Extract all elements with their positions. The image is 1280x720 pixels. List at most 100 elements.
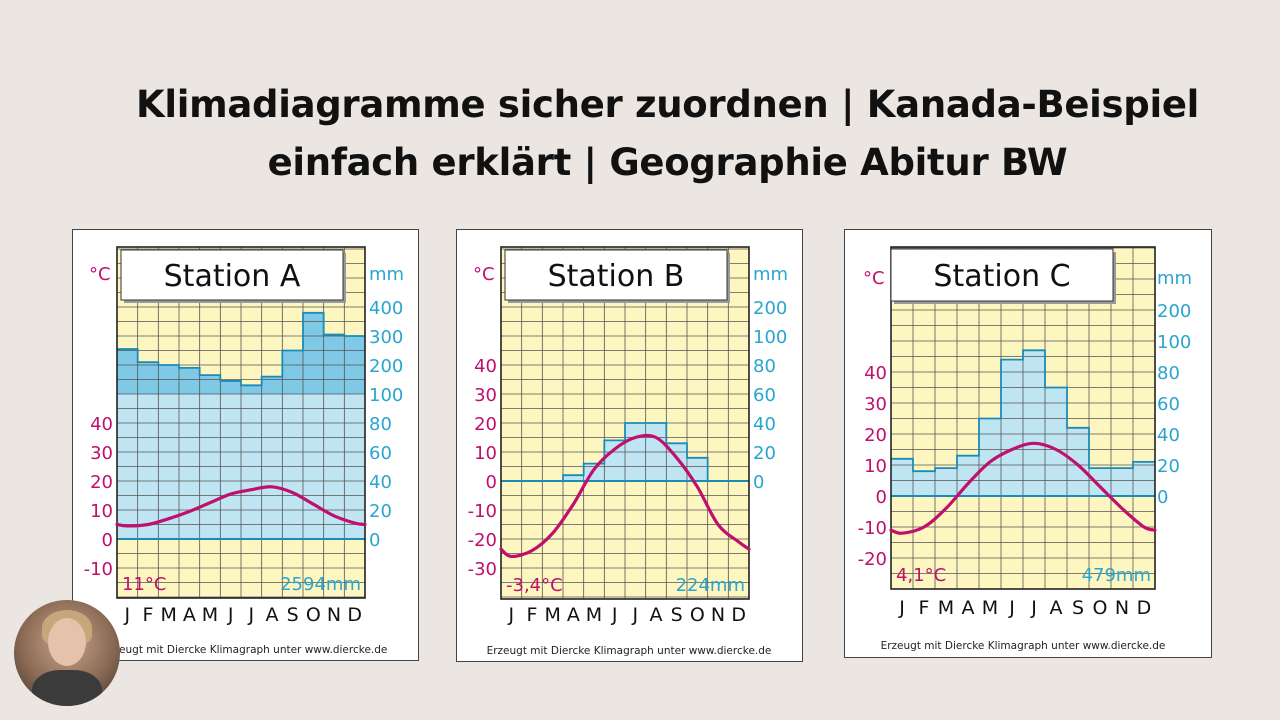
- month-label: N: [1115, 597, 1129, 619]
- plot-frame: [116, 246, 366, 599]
- plot-frame: [890, 246, 1156, 590]
- precip-tick-label: 0: [369, 530, 380, 551]
- month-label: J: [611, 604, 618, 626]
- precip-tick-label: 40: [1157, 425, 1180, 446]
- temp-tick-label: 10: [864, 456, 887, 477]
- month-label: N: [711, 604, 725, 626]
- month-label: F: [143, 604, 154, 626]
- precip-unit-label: mm: [369, 264, 404, 285]
- temperature-curve: [499, 433, 751, 559]
- month-label: D: [1137, 597, 1152, 619]
- month-label: A: [962, 597, 975, 619]
- climate-chart-b-svg: Station B°C mm403020100-10-20-30200100806…: [468, 246, 788, 657]
- month-label: N: [327, 604, 341, 626]
- temp-tick-label: 30: [864, 394, 887, 415]
- precip-tick-label: 200: [369, 356, 403, 377]
- plot-frame: [500, 246, 750, 600]
- temperature-curve: [889, 441, 1157, 535]
- month-label: J: [1030, 597, 1037, 619]
- station-label-box: [890, 248, 1114, 302]
- avatar-body: [32, 670, 102, 706]
- mean-temperature: 11°C: [122, 574, 166, 595]
- temp-tick-label: 40: [864, 363, 887, 384]
- climate-diagram-c: Station C °C mm 40 30 20 10 0 -10 -20 200 100 80 60 40…: [844, 229, 1212, 658]
- month-label: S: [1072, 597, 1084, 619]
- month-label: S: [287, 604, 299, 626]
- temp-tick-label: 40: [474, 356, 497, 377]
- climate-diagram-a: Station A °C mm 40 30 20 10 0 -10 400 300 200 100 80 6…: [72, 229, 419, 661]
- temp-tick-label: 30: [474, 385, 497, 406]
- month-label: A: [567, 604, 580, 626]
- total-precipitation: 2594mm: [280, 574, 361, 595]
- precip-tick-label: 20: [369, 501, 392, 522]
- month-label: J: [227, 604, 234, 626]
- presenter-webcam-avatar: [14, 600, 120, 706]
- temp-tick-label: 40: [90, 414, 113, 435]
- temp-unit-label: °C: [863, 268, 885, 289]
- month-label: O: [306, 604, 321, 626]
- precip-tick-label: 60: [369, 443, 392, 464]
- precip-tick-label: 60: [753, 385, 776, 406]
- station-label: Station C: [933, 259, 1070, 294]
- month-label: J: [632, 604, 639, 626]
- precipitation-outline: [117, 311, 365, 387]
- precip-unit-label: mm: [1157, 268, 1192, 289]
- month-label: M: [160, 604, 176, 626]
- temp-tick-label: -20: [468, 530, 497, 551]
- precip-tick-label: 40: [369, 472, 392, 493]
- temp-tick-label: -20: [858, 549, 887, 570]
- temp-unit-label: °C: [473, 264, 495, 285]
- total-precipitation: 479mm: [1082, 565, 1151, 586]
- temp-tick-label: 10: [474, 443, 497, 464]
- total-precipitation: 224mm: [676, 575, 745, 596]
- precip-tick-label: 20: [1157, 456, 1180, 477]
- diercke-credit: Erzeugt mit Diercke Klimagraph unter www…: [103, 644, 388, 656]
- month-label: A: [266, 604, 279, 626]
- diercke-credit: Erzeugt mit Diercke Klimagraph unter www…: [487, 645, 772, 657]
- month-label: F: [919, 597, 930, 619]
- station-label-box: [504, 249, 728, 301]
- climate-chart-c-svg: Station C°C mm403020100-10-20200100806040…: [858, 246, 1192, 652]
- month-label: M: [202, 604, 218, 626]
- station-label-box: [120, 249, 344, 301]
- month-label: J: [508, 604, 515, 626]
- temp-tick-label: 20: [90, 472, 113, 493]
- temp-unit-label: °C: [89, 264, 111, 285]
- precip-tick-label: 400: [369, 298, 403, 319]
- month-label: J: [248, 604, 255, 626]
- month-label: F: [527, 604, 538, 626]
- month-label: D: [731, 604, 746, 626]
- month-label: S: [671, 604, 683, 626]
- station-label: Station B: [548, 259, 685, 294]
- avatar-face: [48, 618, 86, 666]
- precip-tick-label: 100: [1157, 332, 1191, 353]
- title-line-1: Klimadiagramme sicher zuordnen | Kanada-…: [135, 83, 1200, 126]
- precip-tick-label: 200: [753, 298, 787, 319]
- month-label: O: [1093, 597, 1108, 619]
- mean-temperature: 4,1°C: [896, 565, 946, 586]
- temp-tick-label: 0: [486, 472, 497, 493]
- station-label: Station A: [164, 259, 301, 294]
- precip-tick-label: 200: [1157, 301, 1191, 322]
- mean-temperature: -3,4°C: [506, 575, 563, 596]
- precip-tick-label: 80: [369, 414, 392, 435]
- climate-chart-a-svg: Station A°C mm403020100-10400300200100806…: [84, 246, 404, 656]
- temperature-curve: [115, 485, 367, 528]
- temp-tick-label: 0: [876, 487, 887, 508]
- month-label: D: [347, 604, 362, 626]
- precip-tick-label: 20: [753, 443, 776, 464]
- temp-tick-label: 20: [474, 414, 497, 435]
- temp-tick-label: -30: [468, 559, 497, 580]
- precip-tick-label: 100: [369, 385, 403, 406]
- temp-tick-label: 0: [102, 530, 113, 551]
- temp-tick-label: 10: [90, 501, 113, 522]
- month-label: A: [650, 604, 663, 626]
- precip-unit-label: mm: [753, 264, 788, 285]
- precip-tick-label: 100: [753, 327, 787, 348]
- temp-tick-label: -10: [468, 501, 497, 522]
- precip-tick-label: 300: [369, 327, 403, 348]
- video-title: Klimadiagramme sicher zuordnen | Kanada-…: [0, 76, 1280, 192]
- month-label: M: [938, 597, 954, 619]
- temp-tick-label: -10: [858, 518, 887, 539]
- temp-tick-label: 20: [864, 425, 887, 446]
